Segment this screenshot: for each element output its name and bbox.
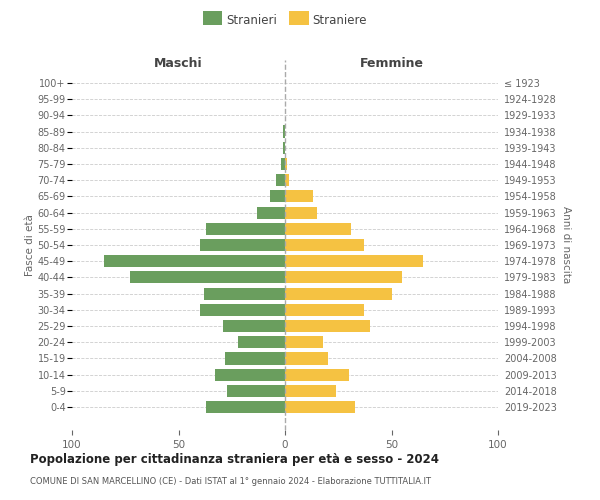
Bar [285, 206, 317, 218]
Bar [238, 336, 285, 348]
Text: Maschi: Maschi [154, 57, 203, 70]
Bar [285, 190, 313, 202]
Bar [285, 336, 323, 348]
Bar [226, 352, 285, 364]
Bar [200, 239, 285, 251]
Bar [285, 222, 351, 235]
Bar [227, 385, 285, 397]
Bar [281, 158, 285, 170]
Text: Popolazione per cittadinanza straniera per età e sesso - 2024: Popolazione per cittadinanza straniera p… [30, 452, 439, 466]
Bar [283, 142, 285, 154]
Y-axis label: Fasce di età: Fasce di età [25, 214, 35, 276]
Bar [257, 206, 285, 218]
Bar [285, 320, 370, 332]
Text: Femmine: Femmine [359, 57, 424, 70]
Bar [270, 190, 285, 202]
Text: COMUNE DI SAN MARCELLINO (CE) - Dati ISTAT al 1° gennaio 2024 - Elaborazione TUT: COMUNE DI SAN MARCELLINO (CE) - Dati IST… [30, 478, 431, 486]
Bar [285, 174, 289, 186]
Bar [277, 174, 285, 186]
Bar [130, 272, 285, 283]
Bar [285, 304, 364, 316]
Y-axis label: Anni di nascita: Anni di nascita [561, 206, 571, 284]
Bar [285, 255, 424, 268]
Bar [285, 352, 328, 364]
Bar [285, 401, 355, 413]
Bar [206, 222, 285, 235]
Bar [285, 239, 364, 251]
Bar [223, 320, 285, 332]
Bar [200, 304, 285, 316]
Legend: Stranieri, Straniere: Stranieri, Straniere [199, 10, 371, 30]
Bar [204, 288, 285, 300]
Bar [285, 385, 336, 397]
Bar [283, 126, 285, 138]
Bar [285, 368, 349, 381]
Bar [285, 272, 402, 283]
Bar [206, 401, 285, 413]
Bar [215, 368, 285, 381]
Bar [104, 255, 285, 268]
Bar [285, 288, 392, 300]
Bar [285, 158, 287, 170]
